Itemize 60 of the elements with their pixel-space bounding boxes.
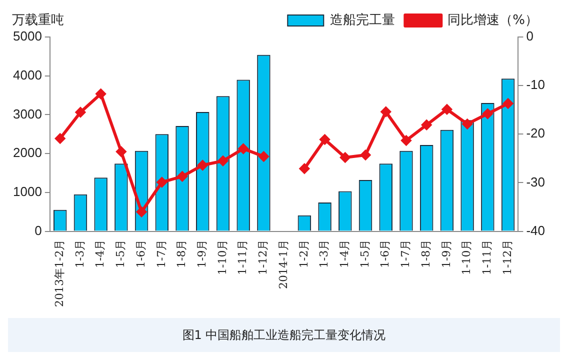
- y2-tick-label: -40: [526, 222, 546, 238]
- x-tick-label: 1-8月: [175, 239, 188, 268]
- point: [442, 104, 452, 114]
- y2-tick-label: 0: [526, 28, 534, 44]
- point: [340, 152, 350, 162]
- x-tick-label: 1-8月: [419, 239, 432, 268]
- x-tick-label: 1-3月: [73, 239, 86, 268]
- point: [258, 151, 269, 162]
- x-tick-label: 1-10月: [216, 239, 229, 276]
- x-tick-label: 1-6月: [134, 239, 148, 268]
- point: [299, 164, 310, 174]
- x-tick-label: 1-4月: [94, 239, 107, 268]
- y-tick-label: 2000: [13, 145, 42, 160]
- y2-tick-label: -30: [526, 174, 546, 190]
- point: [320, 134, 330, 144]
- x-tick-label: 1-11月: [480, 239, 494, 276]
- legend-label: 同比增速（%）: [448, 12, 538, 28]
- x-tick-label: 1-12月: [256, 239, 270, 276]
- y-axis-title: 万载重吨: [12, 12, 64, 28]
- point: [422, 120, 432, 130]
- point: [360, 150, 371, 160]
- x-tick-label: 2014-1月: [276, 239, 290, 290]
- point: [177, 171, 188, 182]
- point: [116, 146, 126, 157]
- x-tick-label: 1-5月: [114, 239, 128, 268]
- x-tick-label: 1-7月: [399, 239, 412, 268]
- y-tick-label: 5000: [13, 28, 42, 44]
- x-tick-label: 1-9月: [440, 239, 453, 268]
- point: [401, 135, 412, 146]
- x-tick-label: 1-2月: [297, 239, 310, 268]
- point: [218, 156, 228, 166]
- point: [380, 106, 391, 117]
- y-tick-label: 1000: [13, 184, 42, 200]
- x-tick-label: 1-10月: [460, 239, 474, 276]
- point: [198, 160, 208, 170]
- point: [238, 144, 248, 154]
- point: [503, 98, 514, 109]
- point: [55, 134, 66, 144]
- x-tick-label: 1-7月: [154, 239, 168, 268]
- x-tick-label: 2013年1-2月: [52, 239, 66, 308]
- y-tick-label: 0: [34, 222, 42, 238]
- x-tick-label: 1-12月: [500, 239, 514, 276]
- point: [75, 107, 86, 118]
- legend-label: 造船完工量: [330, 12, 396, 28]
- point: [136, 206, 147, 217]
- x-tick-label: 1-4月: [338, 239, 352, 268]
- y2-tick-label: -20: [526, 126, 546, 141]
- point: [96, 88, 106, 99]
- point: [482, 108, 493, 119]
- y-tick-label: 4000: [13, 67, 42, 82]
- x-tick-label: 1-5月: [358, 239, 372, 268]
- caption: 图1 中国船舶工业造船完工量变化情况: [8, 318, 560, 352]
- x-tick-label: 1-11月: [236, 239, 250, 276]
- x-tick-label: 1-3月: [318, 239, 331, 268]
- point: [156, 177, 167, 188]
- x-tick-label: 1-6月: [378, 239, 392, 268]
- y2-tick-label: -10: [526, 77, 546, 92]
- y-tick-label: 3000: [13, 106, 42, 122]
- point: [462, 118, 472, 129]
- x-tick-label: 1-9月: [195, 239, 208, 268]
